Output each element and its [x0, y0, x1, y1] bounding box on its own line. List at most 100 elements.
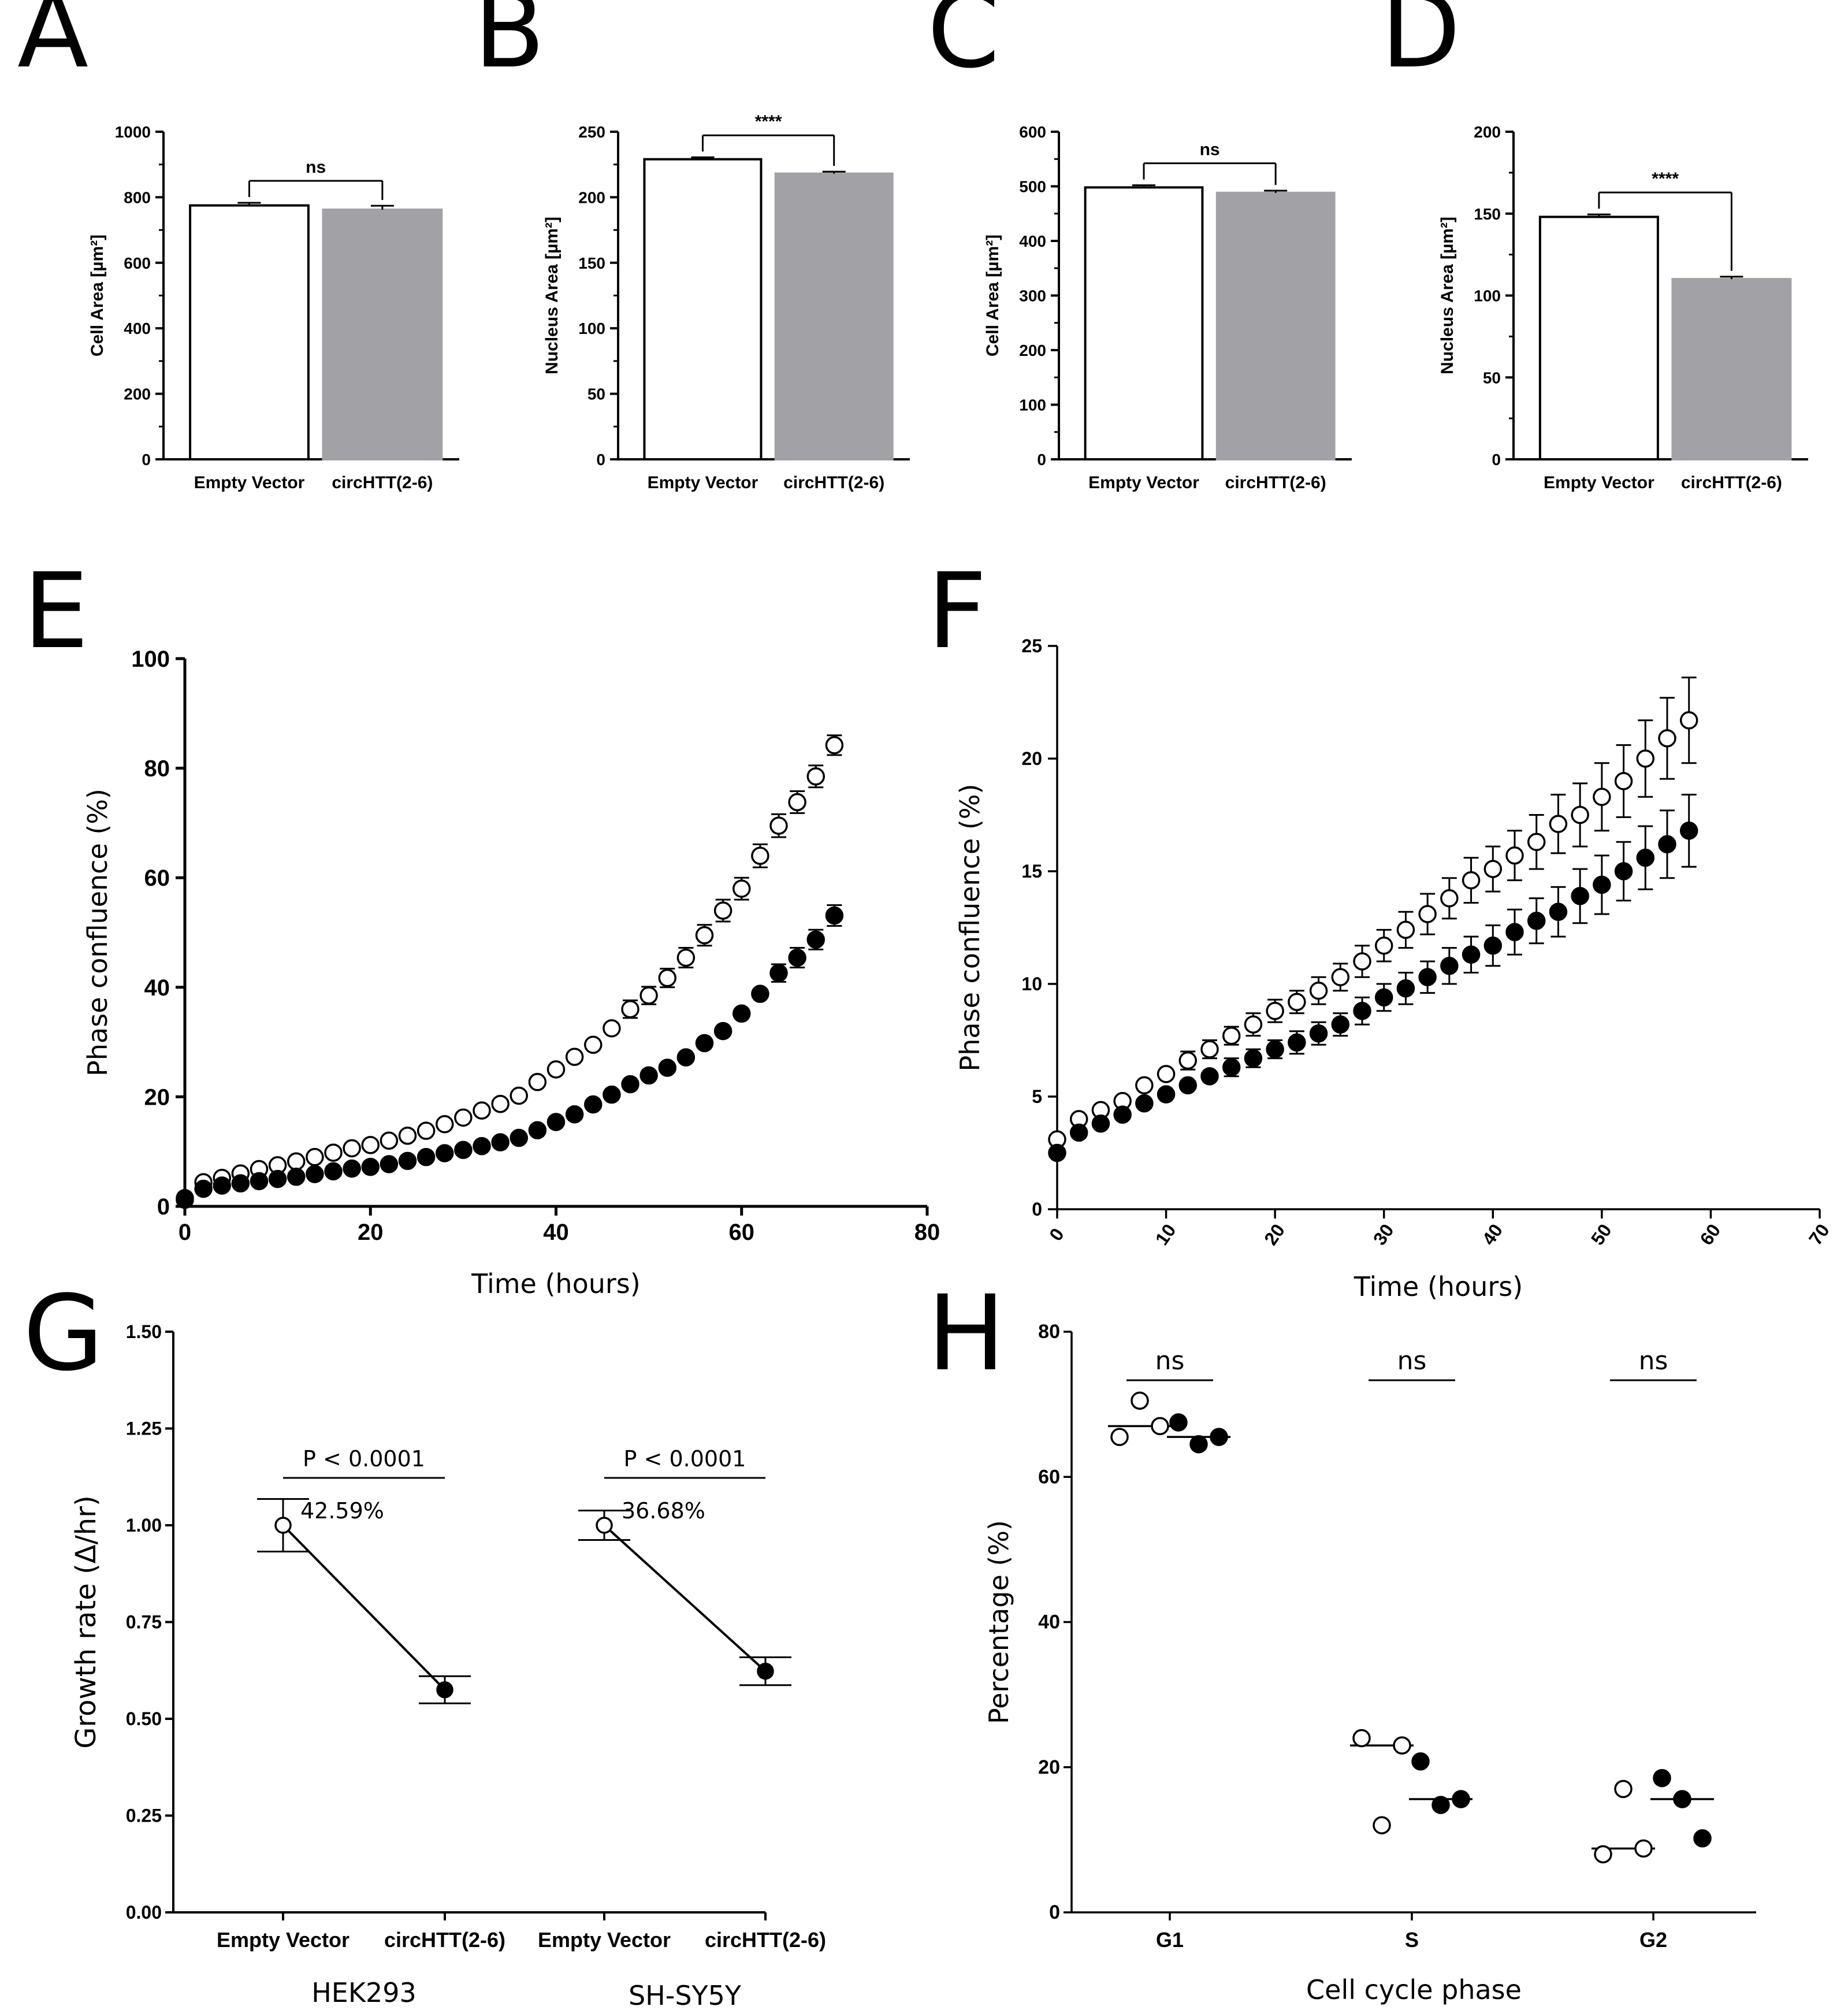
data-point: [306, 1147, 324, 1166]
data-point: [1634, 1839, 1653, 1858]
data-point: [1673, 1790, 1691, 1808]
line-chart-E: 0 20 40 60 80 100 0 20 40 60 80 Time (hours) Phase c…: [82, 647, 940, 1299]
data-point: [1110, 1428, 1129, 1446]
y-tick-label: 50: [588, 385, 605, 403]
significance-label: ****: [755, 112, 782, 131]
data-point: [324, 1143, 343, 1162]
panel-letter-A: A: [17, 0, 88, 91]
data-point: [1593, 787, 1611, 807]
data-point: [1418, 905, 1437, 923]
data-point: [1266, 1040, 1284, 1058]
y-tick-label: 40: [144, 975, 170, 1001]
series-open: [1108, 1391, 1655, 1864]
data-point: [732, 1004, 751, 1023]
data-point: [1462, 871, 1481, 890]
data-point: [1527, 833, 1546, 852]
data-point: [1440, 957, 1459, 975]
data-point: [1549, 902, 1568, 921]
y-axis-label: Cell Area [µm²]: [983, 235, 1002, 356]
x-tick-label: 20: [358, 1220, 384, 1245]
data-point: [1658, 729, 1676, 748]
bar: [643, 158, 763, 460]
data-point: [603, 1085, 621, 1104]
y-tick-label: 15: [1021, 861, 1042, 882]
y-axis-label: Cell Area [µm²]: [88, 235, 107, 356]
y-tick-label: 100: [1474, 287, 1501, 305]
y-tick-label: 5: [1032, 1086, 1042, 1107]
y-tick-label: 500: [1019, 178, 1046, 196]
y-tick-label: 150: [1474, 205, 1501, 223]
data-point: [1048, 1143, 1066, 1162]
p-value-label: P < 0.0001: [624, 1446, 746, 1472]
significance-label: ns: [1639, 1346, 1668, 1376]
data-point: [274, 1517, 292, 1534]
series-filled: [1167, 1413, 1714, 1848]
panel-letter-B: B: [474, 0, 545, 91]
data-point: [1571, 805, 1589, 824]
data-point: [1636, 848, 1655, 867]
data-point: [546, 1113, 566, 1131]
data-point: [528, 1073, 547, 1091]
x-tick-label: 70: [1805, 1220, 1834, 1249]
data-point: [1452, 1790, 1470, 1808]
y-tick-label: 0.25: [126, 1805, 162, 1826]
y-tick-label: 50: [1483, 369, 1501, 387]
data-point: [1483, 860, 1503, 878]
y-tick-label: 20: [144, 1084, 170, 1110]
data-point: [417, 1147, 436, 1166]
x-tick-label: 10: [1151, 1220, 1180, 1249]
x-tick-label: Empty Vector: [1088, 473, 1199, 492]
y-tick-label: 0.50: [126, 1708, 162, 1729]
y-tick-label: 0: [157, 1194, 170, 1220]
x-tick-label: S: [1405, 1928, 1419, 1952]
data-point: [1069, 1123, 1088, 1142]
significance-label: ns: [306, 158, 326, 177]
panel-letter-H: H: [927, 1273, 1005, 1394]
data-point: [658, 968, 676, 987]
x-tick-label: Empty Vector: [538, 1928, 671, 1952]
data-point: [1549, 815, 1568, 833]
percent-label: 42.59%: [300, 1498, 384, 1524]
y-tick-label: 600: [1019, 123, 1046, 141]
data-point: [343, 1139, 361, 1158]
y-tick-label: 60: [1038, 1466, 1060, 1488]
data-point: [1636, 749, 1655, 768]
connector-line: [603, 1524, 767, 1673]
y-tick-label: 100: [578, 319, 605, 337]
x-tick-label: Empty Vector: [1544, 473, 1654, 492]
data-point: [596, 1517, 613, 1534]
data-point: [695, 1034, 714, 1053]
significance-label: ns: [1155, 1346, 1185, 1376]
line-chart-F: 0 5 10 15 20 25 0 10 20 30 40 50 60 70 Time (hours) Pha…: [954, 636, 1834, 1302]
data-point: [1440, 889, 1459, 908]
data-point: [436, 1144, 454, 1162]
data-point: [1462, 945, 1481, 964]
data-point: [176, 1190, 194, 1209]
data-point: [1331, 1015, 1350, 1034]
data-point: [1309, 1024, 1328, 1043]
data-point: [1178, 1076, 1198, 1095]
y-tick-label: 200: [124, 385, 151, 403]
data-point: [1189, 1435, 1208, 1454]
dot-chart-H: 0 20 40 60 80 Percentage (%) G1 ns Sns G2 ns Cell c…: [983, 1321, 1756, 2005]
data-point: [1353, 1002, 1371, 1020]
x-tick-label: 60: [1695, 1220, 1724, 1249]
x-tick-label: circHTT(2-6): [1681, 473, 1782, 492]
data-point: [751, 984, 769, 1003]
data-point: [287, 1168, 306, 1186]
data-point: [676, 1048, 696, 1067]
data-point: [436, 1681, 453, 1699]
x-tick-label: circHTT(2-6): [384, 1928, 505, 1952]
data-point: [454, 1140, 473, 1160]
data-point: [491, 1133, 510, 1151]
y-tick-label: 200: [578, 188, 605, 206]
y-tick-label: 100: [1019, 396, 1046, 414]
bar-chart-C: 0 100 200 300 400 500 600 Cell Area [µm²] Empty …: [983, 123, 1352, 492]
bar-chart-A: 0 200 400 600 800 1000 Cell Area [µm²] Empty Ve…: [88, 123, 459, 492]
y-tick-label: 250: [578, 123, 605, 141]
group-label: SH-SY5Y: [629, 1980, 742, 2010]
y-axis-label: Phase confluence (%): [954, 784, 986, 1072]
x-tick-label: G2: [1639, 1928, 1667, 1952]
data-point: [806, 767, 825, 786]
data-point: [1396, 920, 1415, 939]
